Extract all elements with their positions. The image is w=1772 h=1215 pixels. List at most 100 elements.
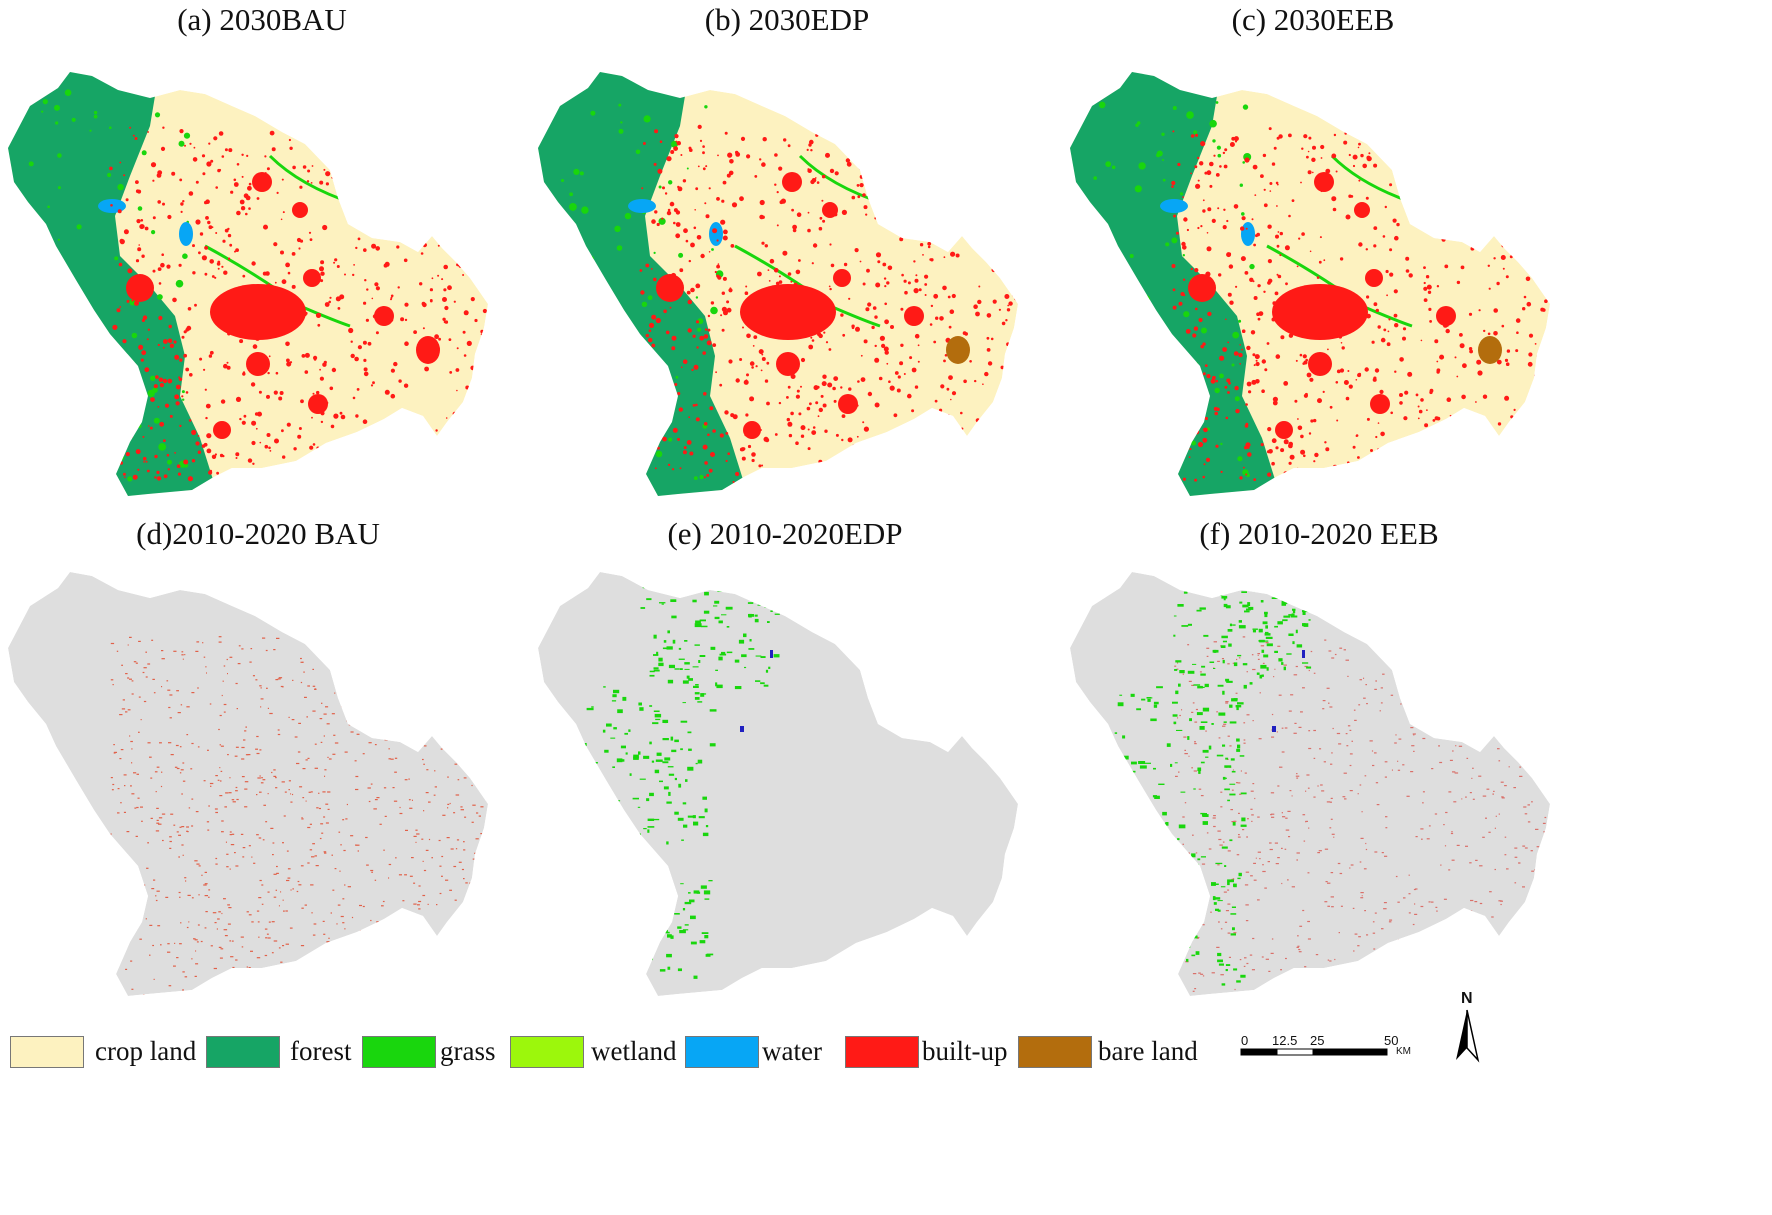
built-up-change [134,807,137,809]
built-up-change [127,644,129,646]
built-up-dot [717,154,719,157]
built-up-dot [1252,353,1256,357]
built-up-change [126,831,130,833]
built-up-change [460,636,464,639]
built-up-dot [845,141,850,146]
grass-patch [55,383,61,389]
built-up-dot [815,177,817,179]
built-up-dot [859,260,862,263]
grass-change [1144,762,1151,764]
built-up-change [283,910,285,912]
built-up-change [160,944,162,946]
built-up-dot [709,406,714,411]
grass-patch [1129,420,1134,425]
built-up-dot [350,340,353,343]
built-up-change [194,975,197,977]
built-up-change [322,920,325,922]
grass-patch [1132,317,1140,325]
built-up-change [400,950,403,952]
built-up-dot [370,384,374,387]
grass-patch [1111,165,1116,170]
built-up-change [287,868,291,870]
panel-title-e: (e) 2010-2020EDP [667,516,903,551]
grass-patch [1217,153,1222,158]
built-up-dot [654,210,658,214]
built-up-dot [666,156,672,162]
built-up-dot [1227,341,1230,344]
built-up-change [262,839,265,841]
grass-change [1131,966,1135,968]
grass-change [686,675,690,679]
built-up-dot [469,421,472,425]
grass-patch [693,476,698,480]
grass-patch [43,254,51,262]
built-up-dot [1389,272,1394,277]
built-up-dot [940,452,943,455]
grass-change [1223,721,1227,723]
grass-change [668,773,675,776]
built-up-change [316,648,320,650]
built-up-change [455,794,460,796]
built-up-change [1430,698,1434,700]
built-up-change [1324,986,1327,988]
built-up-change [325,822,329,824]
built-up-dot [1301,147,1304,150]
built-up-change [483,728,486,730]
built-up-dot [1190,172,1192,175]
grass-change [602,801,608,804]
built-up-change [250,950,253,952]
built-up-change [168,742,172,744]
built-up-change [395,988,397,990]
grass-patch [59,342,62,345]
built-up-dot [1542,417,1545,421]
built-up-change [141,820,143,822]
built-up-change [363,654,366,656]
built-up-change [399,806,401,809]
grass-change [592,877,595,882]
built-up-change [1281,812,1283,814]
built-up-change [145,676,148,678]
built-up-dot [292,165,296,170]
built-up-dot [1399,393,1403,397]
grass-change [690,591,695,594]
built-up-dot [243,414,247,418]
built-up-dot [482,308,487,314]
built-up-dot [130,412,135,417]
built-up-change [221,820,224,822]
built-up-dot [1421,174,1427,180]
built-up-dot [648,322,655,328]
built-up-change [1331,906,1334,908]
built-up-dot [929,258,932,261]
built-up-change [417,949,420,951]
built-up-dot [1423,281,1426,285]
grass-change [615,920,620,924]
built-up-dot [443,320,447,324]
built-up-change [200,940,203,943]
built-up-change [169,717,172,719]
built-up-dot [995,458,998,461]
built-up-dot [1410,218,1415,223]
built-up-change [178,891,181,894]
town [1188,274,1216,302]
built-up-change [1551,838,1552,839]
built-up-dot [1417,417,1420,420]
built-up-dot [948,325,952,329]
grass-change [1195,913,1199,916]
grass-change [695,762,698,765]
built-up-dot [1226,252,1232,258]
built-up-change [1475,990,1478,992]
built-up-change [311,856,315,858]
grass-change [662,738,669,741]
built-up-dot [250,382,256,387]
built-up-dot [1528,352,1533,357]
built-up-change [428,838,431,841]
built-up-change [459,965,462,967]
built-up-dot [157,343,160,347]
built-up-change [1242,636,1246,638]
built-up-change [341,706,344,708]
built-up-change [1484,940,1488,942]
grass-change [1265,636,1273,639]
built-up-change [1420,963,1422,965]
built-up-change [219,780,222,782]
built-up-dot [205,403,211,409]
